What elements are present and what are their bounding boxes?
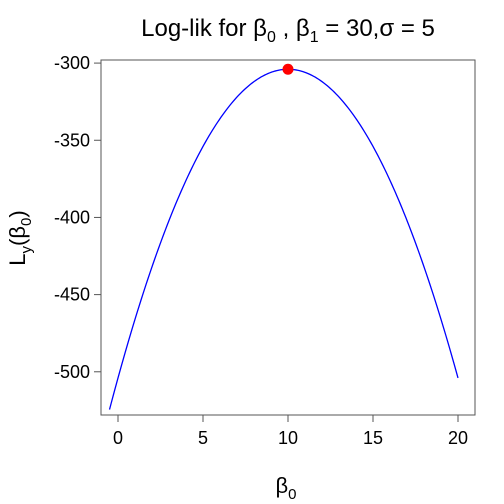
plot-frame	[100, 59, 476, 416]
maximum-point	[282, 63, 294, 75]
plot-area	[108, 63, 459, 410]
y-tick-label: -350	[54, 130, 90, 150]
title-sub0: 0	[267, 29, 276, 46]
title-mid: , β	[276, 15, 310, 42]
title-sub1: 1	[310, 29, 319, 46]
y-tick-label: -450	[54, 285, 90, 305]
x-tick-label: 20	[448, 428, 468, 448]
x-tick-label: 0	[113, 428, 123, 448]
x-axis: 0 5 10 15 20	[113, 414, 468, 448]
x-tick-label: 15	[363, 428, 383, 448]
x-label-main: β	[276, 473, 289, 498]
x-axis-label: β0	[276, 473, 297, 503]
y-label-paren-open: (β	[5, 226, 30, 246]
y-label-sub2: 0	[18, 218, 35, 226]
y-tick-label: -500	[54, 362, 90, 382]
chart-title: Log-lik for β0 , β1 = 30,σ = 5	[141, 15, 435, 46]
y-axis: -300 -350 -400 -450 -500	[54, 53, 102, 382]
y-tick-label: -400	[54, 207, 90, 227]
title-prefix: Log-lik for β	[141, 15, 267, 42]
x-tick-label: 10	[278, 428, 298, 448]
title-suffix: = 30,σ = 5	[319, 15, 435, 42]
y-axis-label: Ly(β0)	[5, 210, 35, 265]
log-likelihood-curve	[108, 68, 459, 410]
y-tick-label: -300	[54, 53, 90, 73]
y-label-sub1: y	[18, 245, 35, 253]
y-label-main: L	[5, 253, 30, 265]
x-tick-label: 5	[198, 428, 208, 448]
x-label-sub: 0	[288, 486, 296, 503]
y-label-paren-close: )	[5, 210, 30, 217]
